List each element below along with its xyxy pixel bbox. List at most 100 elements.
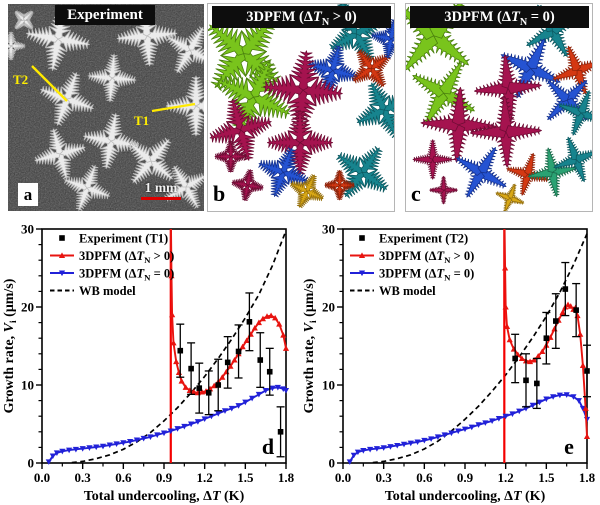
svg-text:30: 30 bbox=[322, 222, 335, 237]
panel-c-title: 3DPFM (ΔTN = 0) bbox=[410, 6, 589, 28]
svg-text:Experiment (T2): Experiment (T2) bbox=[379, 231, 468, 245]
svg-text:3DPFM (ΔTN = 0): 3DPFM (ΔTN = 0) bbox=[379, 266, 474, 282]
svg-text:0.3: 0.3 bbox=[376, 470, 393, 485]
svg-text:0.9: 0.9 bbox=[457, 470, 474, 485]
axes: 0.0 0.3 0.6 0.9 1.2 1.5 1.8 0 10 20 30 Total underc… bbox=[302, 222, 596, 505]
dendrite bbox=[429, 175, 458, 205]
svg-text:0.6: 0.6 bbox=[416, 470, 433, 485]
panel-a-letter: a bbox=[18, 183, 38, 206]
chart-d-growth-rate-T1: 0.0 0.3 0.6 0.9 1.2 1.5 1.8 0 10 20 30 Total underc… bbox=[2, 222, 295, 505]
series-experiment bbox=[176, 292, 285, 458]
svg-text:0.0: 0.0 bbox=[335, 470, 351, 485]
svg-text:0: 0 bbox=[28, 456, 35, 471]
dendrite bbox=[412, 139, 453, 180]
panel-c-simulation bbox=[406, 4, 592, 211]
series-wb-model bbox=[71, 230, 287, 464]
panel-a-title-text: Experiment bbox=[67, 7, 143, 23]
svg-text:20: 20 bbox=[322, 300, 335, 315]
dendrite bbox=[87, 53, 137, 103]
svg-text:1.5: 1.5 bbox=[237, 470, 254, 485]
panel-a-micrograph bbox=[8, 4, 204, 212]
dendrite bbox=[14, 10, 34, 30]
dendrite bbox=[420, 86, 497, 163]
panel-a-title: Experiment bbox=[55, 5, 155, 25]
svg-text:1.5: 1.5 bbox=[538, 470, 555, 485]
annotation-t1: T1 bbox=[134, 113, 150, 128]
dendrite bbox=[558, 90, 592, 136]
svg-text:3DPFM (ΔTN > 0): 3DPFM (ΔTN > 0) bbox=[379, 249, 474, 265]
dendrite bbox=[164, 165, 204, 209]
panel-a: Experiment T2 T1 1 mm a bbox=[8, 3, 204, 212]
dendrite bbox=[8, 31, 26, 61]
scale-bar-label: 1 mm bbox=[144, 180, 178, 195]
panel-letter: d bbox=[262, 434, 274, 459]
svg-text:0.9: 0.9 bbox=[156, 470, 173, 485]
svg-text:1.2: 1.2 bbox=[498, 470, 514, 485]
x-axis-title: Total undercooling, ΔT (K) bbox=[84, 489, 245, 504]
dendrite bbox=[324, 169, 355, 201]
pointer-line bbox=[151, 102, 196, 113]
panel-c: 3DPFM (ΔTN = 0) c bbox=[405, 3, 593, 212]
svg-text:1.8: 1.8 bbox=[579, 470, 596, 485]
panel-c-title-text: 3DPFM (ΔTN = 0) bbox=[444, 9, 555, 28]
svg-text:Experiment (T1): Experiment (T1) bbox=[79, 231, 168, 245]
svg-text:3DPFM (ΔTN > 0): 3DPFM (ΔTN > 0) bbox=[79, 249, 174, 265]
svg-text:0: 0 bbox=[329, 456, 336, 471]
svg-text:3DPFM (ΔTN = 0): 3DPFM (ΔTN = 0) bbox=[79, 266, 174, 282]
series-3dpfm-dtn-zero bbox=[346, 392, 591, 465]
svg-text:1.2: 1.2 bbox=[197, 470, 213, 485]
dendrite bbox=[371, 18, 394, 59]
svg-text:20: 20 bbox=[21, 300, 34, 315]
panel-b-title: 3DPFM (ΔTN > 0) bbox=[212, 6, 391, 28]
dendrite bbox=[231, 169, 264, 202]
series-experiment bbox=[511, 261, 591, 410]
chart-e-growth-rate-T2: 0.0 0.3 0.6 0.9 1.2 1.5 1.8 0 10 20 30 Total underc… bbox=[302, 222, 596, 505]
dendrite bbox=[351, 49, 391, 88]
legend: Experiment (T1) 3DPFM (ΔTN > 0)3DPFM (ΔTN… bbox=[50, 231, 174, 298]
series-3dpfm-dtn-zero bbox=[45, 384, 290, 465]
dendrite bbox=[289, 174, 324, 209]
dendrite bbox=[166, 26, 204, 74]
svg-text:WB model: WB model bbox=[79, 284, 136, 298]
dendrite bbox=[469, 95, 542, 168]
dendrite bbox=[552, 45, 592, 95]
dendrite bbox=[263, 50, 343, 131]
scale-bar bbox=[141, 197, 181, 200]
svg-text:0.0: 0.0 bbox=[34, 470, 50, 485]
axes: 0.0 0.3 0.6 0.9 1.2 1.5 1.8 0 10 20 30 Total underc… bbox=[2, 222, 295, 505]
svg-text:10: 10 bbox=[21, 378, 34, 393]
panel-letter: e bbox=[564, 434, 574, 459]
svg-text:10: 10 bbox=[322, 378, 335, 393]
y-axis-title: Growth rate, Vi (μm/s) bbox=[302, 278, 319, 413]
dendrite bbox=[209, 98, 272, 161]
dendrite bbox=[495, 183, 525, 211]
dendrite bbox=[356, 81, 394, 139]
svg-text:0.6: 0.6 bbox=[115, 470, 132, 485]
dendrite bbox=[214, 140, 247, 173]
svg-text:30: 30 bbox=[21, 222, 34, 237]
panel-c-letter: c bbox=[411, 181, 421, 206]
annotation-t2: T2 bbox=[13, 72, 29, 87]
dendrite bbox=[455, 147, 507, 198]
y-axis-title: Growth rate, Vi (μm/s) bbox=[2, 278, 19, 413]
x-axis-title: Total undercooling, ΔT (K) bbox=[385, 489, 546, 504]
panel-b: 3DPFM (ΔTN > 0) b bbox=[207, 3, 395, 212]
dendrite bbox=[83, 113, 139, 169]
dendrite bbox=[63, 164, 111, 212]
panel-b-title-text: 3DPFM (ΔTN > 0) bbox=[246, 9, 357, 28]
dendrite bbox=[553, 136, 592, 183]
dendrite bbox=[40, 72, 94, 126]
svg-text:0.3: 0.3 bbox=[75, 470, 92, 485]
dendrite bbox=[127, 137, 175, 185]
legend: Experiment (T2) 3DPFM (ΔTN > 0)3DPFM (ΔTN… bbox=[350, 231, 474, 298]
svg-text:1.8: 1.8 bbox=[278, 470, 295, 485]
dendrite bbox=[258, 147, 309, 198]
series-wb-model bbox=[372, 233, 588, 464]
dendrite bbox=[34, 128, 86, 180]
panel-b-letter: b bbox=[213, 181, 226, 206]
dendrite bbox=[116, 5, 178, 67]
svg-text:WB model: WB model bbox=[379, 284, 436, 298]
pointer-line bbox=[31, 65, 68, 102]
panel-b-simulation bbox=[208, 4, 394, 209]
